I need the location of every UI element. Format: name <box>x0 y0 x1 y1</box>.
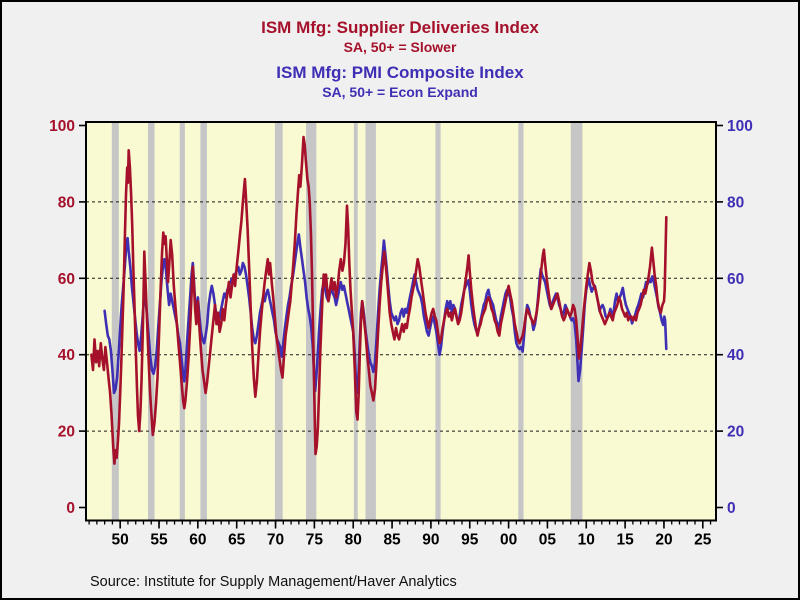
x-tick-label: 60 <box>189 532 206 549</box>
x-tick-label: 15 <box>616 532 634 549</box>
chart-title-supplier-deliveries: ISM Mfg: Supplier Deliveries Index <box>261 18 539 37</box>
y-tick-label-left: 0 <box>66 500 75 517</box>
x-tick-label: 20 <box>655 532 672 549</box>
y-axis-labels: 0 0 20 20 40 40 60 60 80 80 100 100 <box>49 118 753 517</box>
recession-band <box>365 122 376 521</box>
recession-band <box>435 122 441 521</box>
chart-subtitle-pmi: SA, 50+ = Econ Expand <box>322 84 478 100</box>
y-tick-label-left: 40 <box>58 347 75 364</box>
source-note: Source: Institute for Supply Management/… <box>90 574 457 590</box>
recession-band <box>111 122 119 521</box>
x-tick-label: 90 <box>422 532 439 549</box>
y-tick-label-right: 60 <box>727 271 744 288</box>
recession-band <box>353 122 358 521</box>
x-tick-label: 95 <box>461 532 479 549</box>
x-tick-label: 55 <box>150 532 168 549</box>
y-tick-label-right: 100 <box>727 118 753 135</box>
chart-title-pmi: ISM Mfg: PMI Composite Index <box>276 63 524 82</box>
y-tick-label-right: 0 <box>727 500 736 517</box>
y-tick-label-left: 100 <box>49 118 75 135</box>
recession-band <box>200 122 207 521</box>
y-tick-label-right: 80 <box>727 194 744 211</box>
y-tick-label-left: 80 <box>58 194 75 211</box>
plot-frame <box>85 121 717 522</box>
x-tick-label: 70 <box>267 532 284 549</box>
supplier-deliveries-line <box>90 135 668 465</box>
y-tick-label-left: 20 <box>58 424 75 441</box>
x-tick-label: 05 <box>539 532 557 549</box>
x-tick-label: 10 <box>578 532 595 549</box>
recession-band <box>518 122 524 521</box>
x-tick-label: 75 <box>306 532 324 549</box>
y-tick-label-left: 60 <box>58 271 75 288</box>
recession-band <box>147 122 155 521</box>
chart-subtitle-supplier-deliveries: SA, 50+ = Slower <box>343 39 457 55</box>
x-tick-label: 65 <box>228 532 246 549</box>
recession-band <box>179 122 185 521</box>
x-tick-label: 80 <box>345 532 362 549</box>
x-tick-label: 00 <box>500 532 517 549</box>
x-tick-label: 85 <box>383 532 401 549</box>
y-tick-label-right: 40 <box>727 347 744 364</box>
x-tick-label: 25 <box>694 532 712 549</box>
y-tick-label-right: 20 <box>727 424 744 441</box>
x-axis-labels: 50 55 60 65 70 75 80 85 90 95 00 05 10 15 20 25 <box>88 520 712 549</box>
recession-band <box>274 122 283 521</box>
x-tick-label: 50 <box>112 532 129 549</box>
